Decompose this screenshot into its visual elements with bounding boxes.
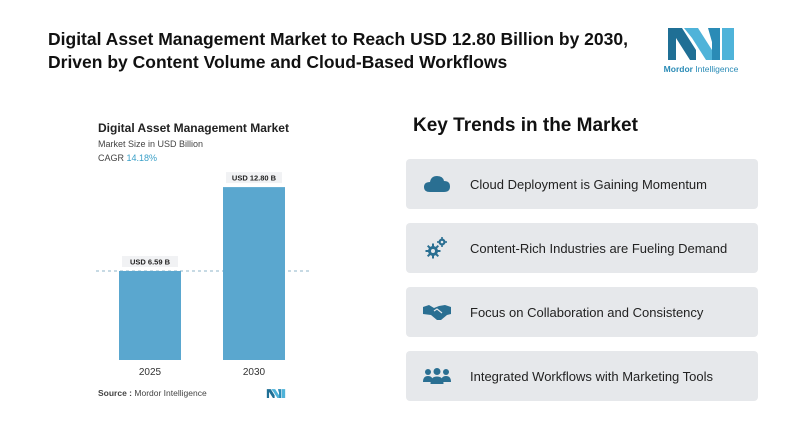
trend-label: Integrated Workflows with Marketing Tool…: [470, 368, 714, 384]
data-label-bg: [122, 255, 178, 267]
data-label: USD 6.59 B: [130, 257, 171, 266]
handshake-icon: [423, 298, 451, 326]
mordor-logo-mark-icon: [668, 28, 734, 60]
data-label: USD 12.80 B: [232, 174, 277, 183]
trend-card-content: Content-Rich Industries are Fueling Dema…: [406, 223, 758, 273]
bar-2030: [223, 187, 285, 360]
chart-cagr: CAGR 14.18%: [98, 153, 157, 163]
trends-heading: Key Trends in the Market: [413, 115, 638, 136]
cagr-value: 14.18%: [126, 153, 158, 163]
team-icon: [423, 362, 451, 390]
x-tick-label: 2030: [243, 367, 266, 378]
trend-label: Content-Rich Industries are Fueling Dema…: [470, 240, 728, 256]
data-label-bg: [226, 172, 282, 184]
trend-card-collaboration: Focus on Collaboration and Consistency: [406, 287, 758, 337]
bar-chart: USD 6.59 B 2025 USD 12.80 B 2030: [96, 172, 310, 378]
trend-label: Focus on Collaboration and Consistency: [470, 304, 704, 320]
cagr-label: CAGR: [98, 153, 125, 163]
bar-2025: [119, 270, 181, 360]
chart-source: Source : Mordor Intelligence: [98, 388, 207, 398]
chart-subtitle: Market Size in USD Billion: [98, 139, 204, 149]
chart-title: Digital Asset Management Market: [98, 121, 289, 135]
trend-card-cloud: Cloud Deployment is Gaining Momentum: [406, 159, 758, 209]
gears-icon: [423, 234, 451, 262]
source-logo-icon: [266, 389, 286, 398]
x-tick-label: 2025: [139, 367, 162, 378]
cloud-icon: [423, 170, 451, 198]
logo-text: Mordor Intelligence: [663, 64, 739, 74]
trend-card-workflows: Integrated Workflows with Marketing Tool…: [406, 351, 758, 401]
page-headline: Digital Asset Management Market to Reach…: [48, 29, 628, 72]
mordor-logo: Mordor Intelligence: [661, 24, 741, 80]
trend-label: Cloud Deployment is Gaining Momentum: [470, 176, 707, 192]
